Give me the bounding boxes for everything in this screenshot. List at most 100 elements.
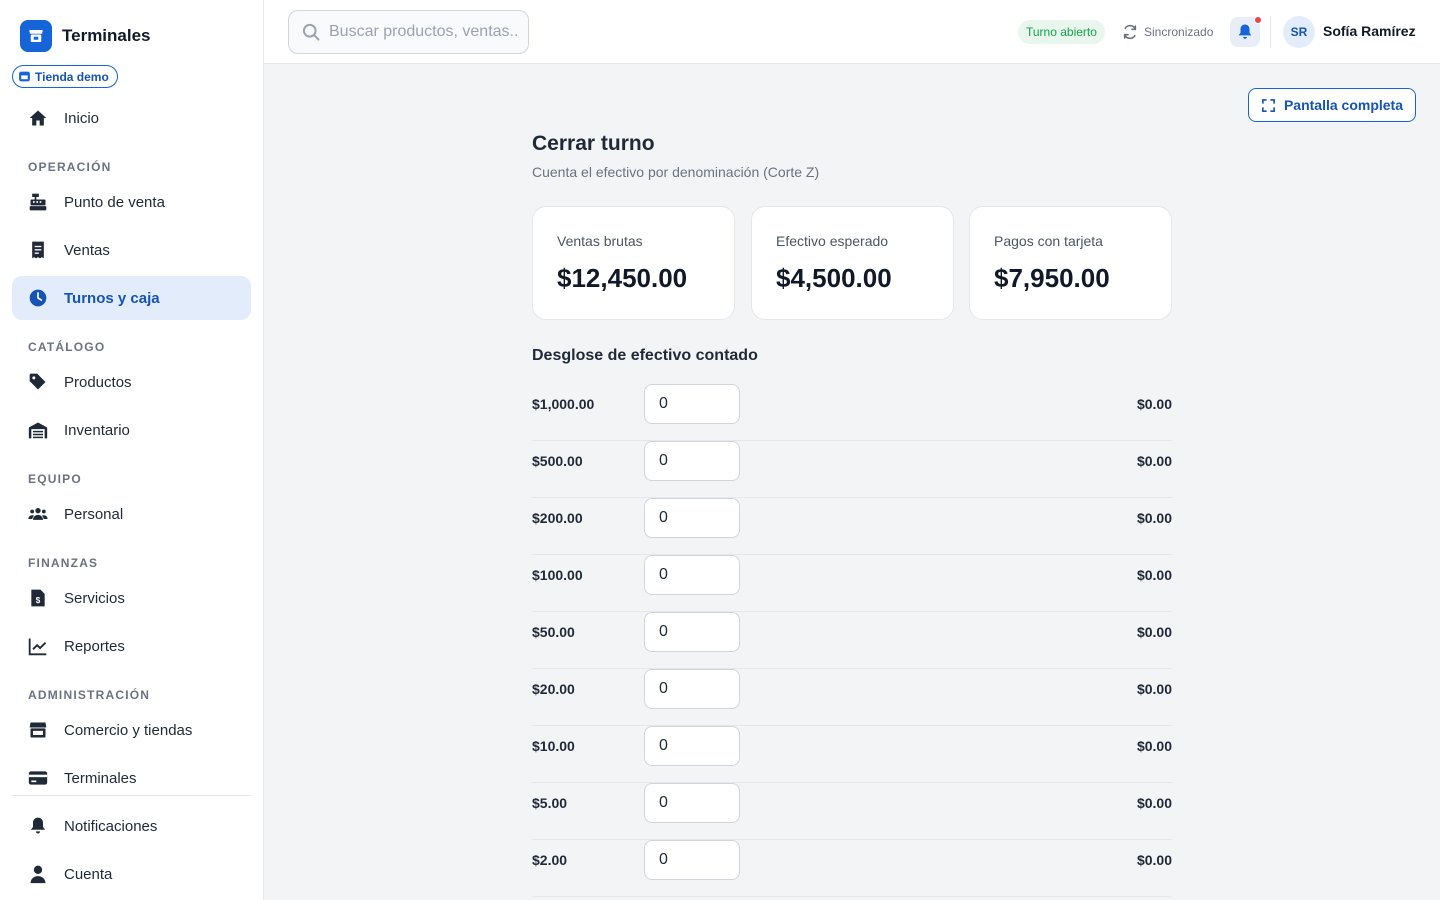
nav-section-operacion: OPERACIÓN [28,160,112,174]
sidebar-item-label: Notificaciones [64,817,158,835]
denomination-count-input[interactable] [644,669,740,709]
denomination-subtotal: $0.00 [1136,738,1172,754]
user-icon [28,864,48,884]
denomination-label: $5.00 [532,795,568,811]
stat-label: Pagos con tarjeta [994,233,1103,249]
nav-section-finanzas: FINANZAS [28,556,99,570]
page-subtitle: Cuenta el efectivo por denominación (Cor… [532,164,820,180]
sidebar-item-productos[interactable]: Productos [12,360,251,404]
denomination-row: $200.00 $0.00 [532,498,1172,555]
bell-icon [1238,24,1252,39]
sidebar-item-reportes[interactable]: Reportes [12,624,251,668]
bell-icon [28,816,48,836]
sidebar-item-turnos-y-caja[interactable]: Turnos y caja [12,276,251,320]
sidebar-item-label: Comercio y tiendas [64,721,193,739]
store-logo-icon [20,20,52,52]
denomination-count-input[interactable] [644,441,740,481]
denomination-row: $2.00 $0.00 [532,840,1172,897]
store-badge-label: Tienda demo [35,69,109,84]
denomination-subtotal: $0.00 [1136,567,1172,583]
notifications-button[interactable] [1230,16,1262,47]
sidebar-item-label: Ventas [64,241,110,259]
search-box[interactable] [288,10,529,54]
sync-status[interactable]: Sincronizado [1122,20,1213,44]
users-icon [28,504,48,524]
sidebar-item-inventario[interactable]: Inventario [12,408,251,452]
denomination-count-input[interactable] [644,726,740,766]
receipt-icon [28,240,48,260]
page-title: Cerrar turno [532,132,655,155]
denomination-row: $50.00 $0.00 [532,612,1172,669]
denomination-count-input[interactable] [644,555,740,595]
denomination-count-input[interactable] [644,840,740,880]
denomination-subtotal: $0.00 [1136,795,1172,811]
sidebar-item-servicios[interactable]: $ Servicios [12,576,251,620]
sidebar-item-label: Terminales [64,769,137,787]
svg-text:$: $ [36,595,41,605]
denomination-row: $500.00 $0.00 [532,441,1172,498]
shift-status-badge: Turno abierto [1018,20,1105,44]
nav-section-catalogo: CATÁLOGO [28,340,106,354]
store-selector-badge[interactable]: Tienda demo [12,65,118,88]
denomination-subtotal: $0.00 [1136,396,1172,412]
clock-icon [28,288,48,308]
denomination-row: $5.00 $0.00 [532,783,1172,840]
denomination-label: $2.00 [532,852,568,868]
denomination-subtotal: $0.00 [1136,453,1172,469]
fullscreen-button[interactable]: Pantalla completa [1248,88,1416,122]
fullscreen-button-label: Pantalla completa [1283,97,1404,113]
store-icon [28,720,48,740]
denomination-row: $10.00 $0.00 [532,726,1172,783]
denomination-label: $100.00 [532,567,583,583]
user-name[interactable]: Sofía Ramírez [1323,23,1416,39]
stat-label: Ventas brutas [557,233,643,249]
sidebar-item-comercio-y-tiendas[interactable]: Comercio y tiendas [12,708,251,752]
sidebar-item-label: Turnos y caja [64,289,160,307]
denomination-subtotal: $0.00 [1136,852,1172,868]
denomination-count-input[interactable] [644,384,740,424]
cash-breakdown-title: Desglose de efectivo contado [532,347,758,364]
stat-value: $4,500.00 [776,263,892,293]
denomination-label: $500.00 [532,453,583,469]
expand-icon [1262,98,1275,112]
avatar[interactable]: SR [1283,16,1315,48]
nav-section-equipo: EQUIPO [28,472,82,486]
search-input[interactable] [329,23,519,41]
sidebar-item-ventas[interactable]: Ventas [12,228,251,272]
sidebar-item-label: Servicios [64,589,125,607]
notification-dot [1254,16,1262,24]
sidebar-item-label: Reportes [64,637,125,655]
sidebar-item-label: Inventario [64,421,130,439]
sidebar-item-cuenta[interactable]: Cuenta [12,852,251,896]
stat-label: Efectivo esperado [776,233,889,249]
stat-value: $12,450.00 [557,263,688,293]
sidebar: Terminales Tienda demo Inicio OPERACIÓN … [0,0,264,900]
denomination-count-input[interactable] [644,783,740,823]
store-icon [19,71,30,82]
invoice-dollar-icon: $ [28,588,48,608]
sidebar-item-personal[interactable]: Personal [12,492,251,536]
sidebar-item-punto-de-venta[interactable]: Punto de venta [12,180,251,224]
app-title: Terminales [62,26,151,45]
brand[interactable]: Terminales [20,20,151,52]
denomination-count-input[interactable] [644,498,740,538]
sidebar-item-inicio[interactable]: Inicio [12,96,251,140]
denomination-label: $10.00 [532,738,575,754]
nav-section-administracion: ADMINISTRACIÓN [28,688,151,702]
home-icon [28,108,48,128]
denomination-subtotal: $0.00 [1136,681,1172,697]
sidebar-item-terminales[interactable]: Terminales [12,756,251,800]
sidebar-item-label: Cuenta [64,865,113,883]
denomination-count-input[interactable] [644,612,740,652]
denomination-label: $1,000.00 [532,396,595,412]
denomination-row: $20.00 $0.00 [532,669,1172,726]
stat-value: $7,950.00 [994,263,1110,293]
stat-card-expected-cash: Efectivo esperado $4,500.00 [751,206,954,320]
stat-card-card-payments: Pagos con tarjeta $7,950.00 [969,206,1172,320]
sidebar-item-notificaciones[interactable]: Notificaciones [12,804,251,848]
denomination-label: $200.00 [532,510,583,526]
denomination-subtotal: $0.00 [1136,510,1172,526]
line-chart-icon [28,636,48,656]
cash-register-icon [28,192,48,212]
denomination-label: $50.00 [532,624,575,640]
